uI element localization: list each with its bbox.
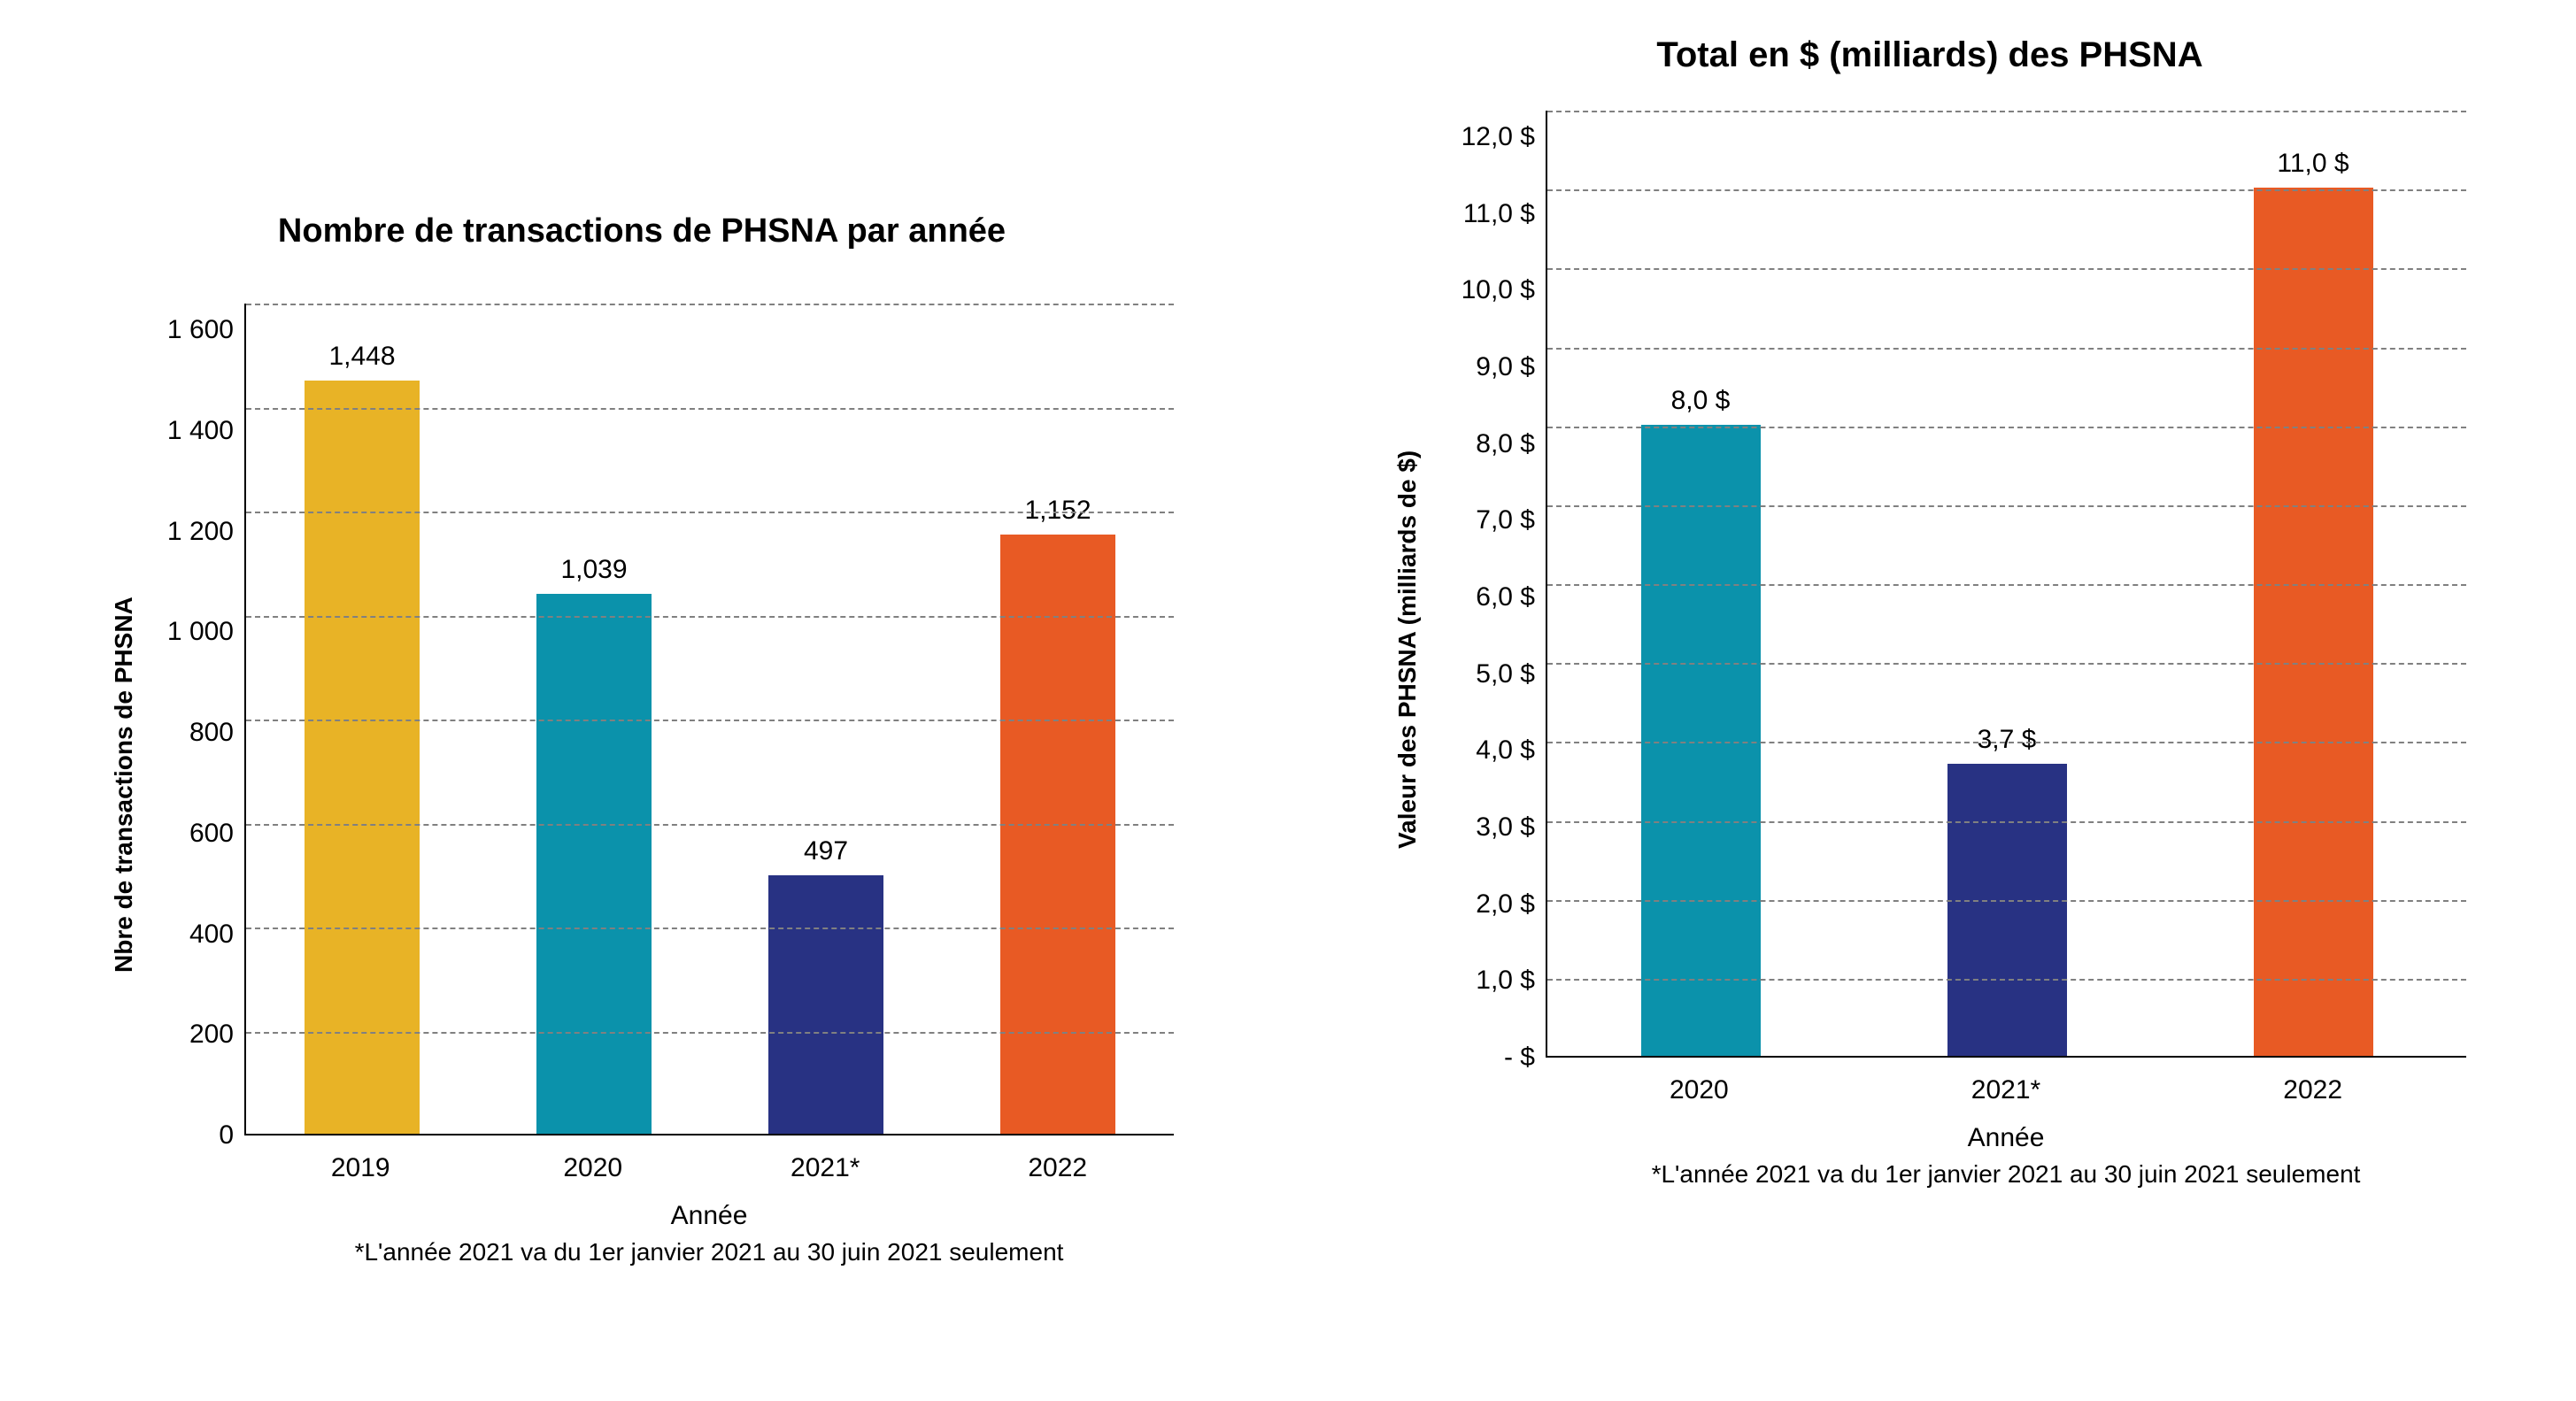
chart2-gridline bbox=[1547, 427, 2466, 428]
chart1-gridline bbox=[246, 304, 1174, 305]
chart2-title: Total en $ (milliards) des PHSNA bbox=[1656, 35, 2202, 75]
chart2-bar-slot: 3,7 $ bbox=[1856, 111, 2157, 1056]
chart1-gridline bbox=[246, 512, 1174, 513]
chart1-title: Nombre de transactions de PHSNA par anné… bbox=[278, 212, 1006, 250]
chart2-y-ticks: 12,0 $ 11,0 $ 10,0 $ 9,0 $ 8,0 $ 7,0 $ 6,0 $ 5,… bbox=[1422, 111, 1546, 1058]
chart1-bar bbox=[768, 875, 883, 1134]
chart2-x-axis-title: Année bbox=[1546, 1123, 2466, 1153]
chart2-plot-with-ticks: 12,0 $ 11,0 $ 10,0 $ 9,0 $ 8,0 $ 7,0 $ 6,0 $ 5,… bbox=[1422, 111, 2466, 1189]
chart2-gridline bbox=[1547, 821, 2466, 823]
chart2-footnote: *L'année 2021 va du 1er janvier 2021 au … bbox=[1546, 1160, 2466, 1189]
chart1-bar bbox=[536, 594, 652, 1134]
chart2-bar-value-label: 8,0 $ bbox=[1612, 386, 1789, 416]
chart2-y-tick: - $ bbox=[1504, 1044, 1535, 1071]
chart2-gridline bbox=[1547, 348, 2466, 350]
chart1-bar bbox=[305, 381, 420, 1134]
chart2-gridline bbox=[1547, 505, 2466, 507]
chart1-y-tick: 800 bbox=[189, 720, 234, 746]
chart1-gridline bbox=[246, 720, 1174, 721]
page-root: Nombre de transactions de PHSNA par anné… bbox=[0, 0, 2576, 1401]
chart1-y-tick: 1 200 bbox=[167, 519, 234, 545]
chart2-y-tick: 10,0 $ bbox=[1462, 277, 1535, 304]
chart2-y-tick: 4,0 $ bbox=[1476, 737, 1535, 764]
chart1-gridline bbox=[246, 408, 1174, 410]
chart1-y-tick: 200 bbox=[189, 1021, 234, 1048]
chart2-gridline bbox=[1547, 900, 2466, 902]
chart2-gridline bbox=[1547, 742, 2466, 743]
chart2-y-tick: 9,0 $ bbox=[1476, 354, 1535, 381]
chart1-y-axis-title: Nbre de transactions de PHSNA bbox=[110, 369, 138, 1201]
chart1-bar-slot: 497 bbox=[711, 304, 941, 1134]
chart2-y-tick: 2,0 $ bbox=[1476, 891, 1535, 918]
chart1-y-tick: 1 000 bbox=[167, 619, 234, 645]
chart2-x-ticks: 20202021*2022 bbox=[1546, 1075, 2466, 1105]
chart2-bar-value-label: 3,7 $ bbox=[1918, 725, 2095, 755]
chart2-bar-slot: 8,0 $ bbox=[1550, 111, 1851, 1056]
chart1-x-tick: 2019 bbox=[245, 1153, 475, 1183]
chart1-gridline bbox=[246, 616, 1174, 618]
chart1-plot-with-ticks: 1 6001 4001 2001 0008006004002000 1,4481… bbox=[138, 304, 1174, 1266]
chart1-bar-slot: 1,152 bbox=[943, 304, 1173, 1134]
chart2-x-tick: 2020 bbox=[1548, 1075, 1849, 1105]
chart1-y-tick: 1 400 bbox=[167, 418, 234, 444]
chart1-y-tick: 1 600 bbox=[167, 317, 234, 343]
chart1-bar-value-label: 1,448 bbox=[274, 342, 451, 372]
chart2-gridline bbox=[1547, 189, 2466, 191]
chart1-y-tick: 600 bbox=[189, 820, 234, 847]
chart1-gridline bbox=[246, 1032, 1174, 1034]
chart1-bar-value-label: 1,039 bbox=[505, 555, 683, 585]
chart1-bar-slot: 1,039 bbox=[479, 304, 709, 1134]
chart2-y-tick: 12,0 $ bbox=[1462, 124, 1535, 150]
chart2-plot-area: 8,0 $ 3,7 $ 11,0 $ bbox=[1546, 111, 2466, 1058]
chart2-bar-value-label: 11,0 $ bbox=[2225, 149, 2402, 179]
chart-panel-total-value: Total en $ (milliards) des PHSNA Valeur … bbox=[1393, 35, 2466, 1189]
chart1-plot-row: Nbre de transactions de PHSNA 1 600 1 400… bbox=[110, 304, 1174, 1266]
chart2-plot-row: Valeur des PHSNA (milliards de $) 12,0 $… bbox=[1393, 111, 2466, 1189]
chart2-y-tick: 6,0 $ bbox=[1476, 584, 1535, 611]
chart2-gridline bbox=[1547, 584, 2466, 586]
chart1-y-tick: 0 bbox=[219, 1122, 234, 1149]
chart1-bars: 1,448 1,039 497 1,152 bbox=[246, 304, 1174, 1134]
chart2-bar bbox=[1947, 764, 2067, 1056]
chart2-gridline bbox=[1547, 111, 2466, 112]
chart2-gridline bbox=[1547, 979, 2466, 981]
chart1-bar-slot: 1,448 bbox=[247, 304, 477, 1134]
chart1-bar-value-label: 497 bbox=[737, 836, 914, 866]
chart1-y-ticks: 1 6001 4001 2001 0008006004002000 bbox=[138, 304, 244, 1135]
chart1-x-tick: 2020 bbox=[478, 1153, 708, 1183]
chart2-bar bbox=[1641, 425, 1761, 1056]
chart2-x-tick: 2022 bbox=[2163, 1075, 2464, 1105]
chart1-footnote: *L'année 2021 va du 1er janvier 2021 au … bbox=[244, 1238, 1174, 1266]
chart1-plot-area: 1,448 1,039 497 1,152 bbox=[244, 304, 1174, 1135]
chart1-y-tick: 400 bbox=[189, 921, 234, 948]
chart2-y-tick: 3,0 $ bbox=[1476, 814, 1535, 841]
chart2-y-tick: 5,0 $ bbox=[1476, 661, 1535, 688]
chart1-x-ticks: 201920202021*2022 bbox=[244, 1153, 1174, 1183]
chart1-gridline bbox=[246, 824, 1174, 826]
chart1-bar bbox=[1000, 535, 1115, 1134]
chart2-bars: 8,0 $ 3,7 $ 11,0 $ bbox=[1547, 111, 2466, 1056]
chart2-x-tick: 2021* bbox=[1855, 1075, 2156, 1105]
chart1-x-tick: 2021* bbox=[710, 1153, 940, 1183]
chart2-y-axis-title: Valeur des PHSNA (milliards de $) bbox=[1393, 176, 1422, 1123]
chart2-y-tick: 11,0 $ bbox=[1463, 201, 1535, 227]
chart1-gridline bbox=[246, 928, 1174, 929]
chart2-bar-slot: 11,0 $ bbox=[2163, 111, 2464, 1056]
chart2-y-tick: 7,0 $ bbox=[1476, 507, 1535, 534]
chart2-gridline bbox=[1547, 663, 2466, 665]
chart2-y-tick: 1,0 $ bbox=[1476, 967, 1535, 994]
chart2-gridline bbox=[1547, 268, 2466, 270]
chart2-bar bbox=[2254, 188, 2373, 1056]
chart-panel-transactions: Nombre de transactions de PHSNA par anné… bbox=[110, 212, 1174, 1266]
chart2-y-tick: 8,0 $ bbox=[1476, 431, 1535, 458]
chart1-x-axis-title: Année bbox=[244, 1201, 1174, 1231]
chart1-x-tick: 2022 bbox=[943, 1153, 1173, 1183]
